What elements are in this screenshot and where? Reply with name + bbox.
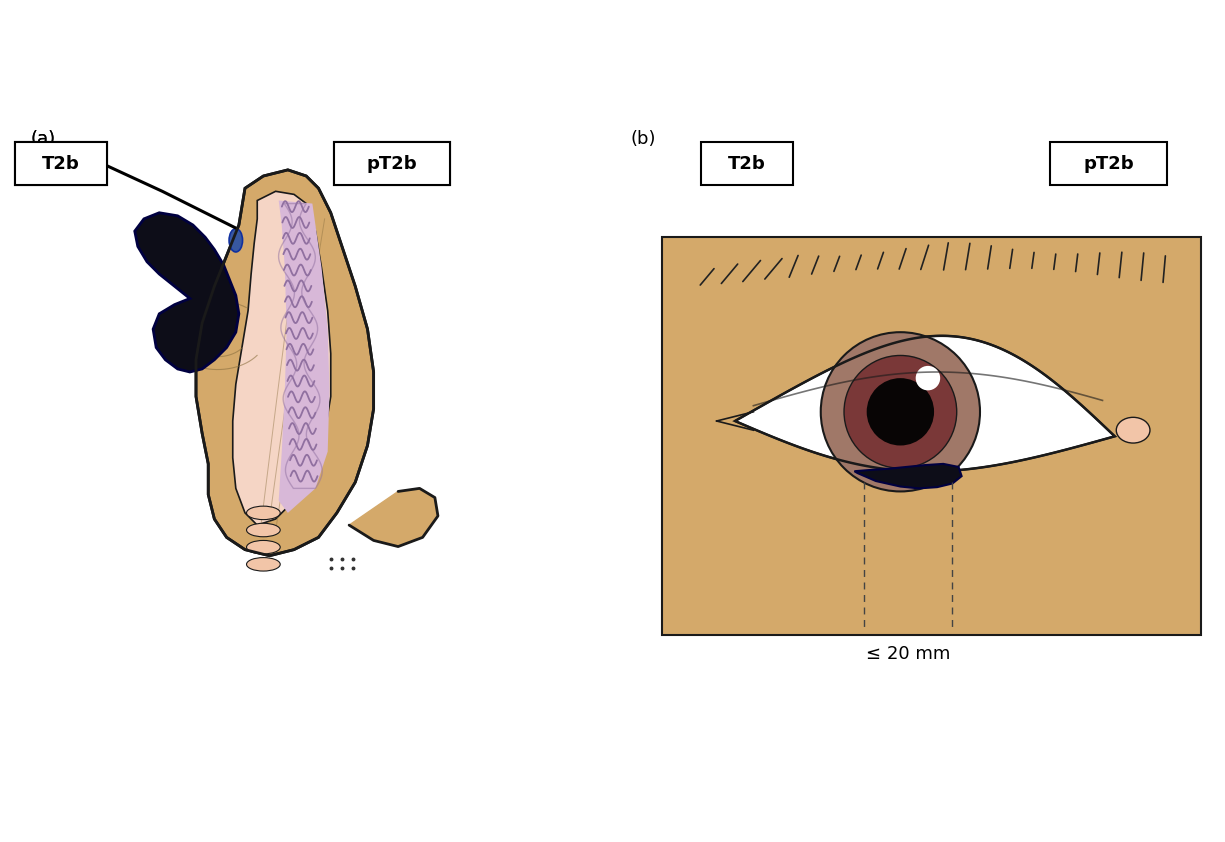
Polygon shape [735,421,1115,472]
Polygon shape [279,200,330,513]
Ellipse shape [246,523,281,536]
Ellipse shape [229,229,243,252]
Text: pT2b: pT2b [366,155,418,173]
Text: (a): (a) [31,130,56,148]
FancyBboxPatch shape [333,142,451,185]
Circle shape [844,355,957,468]
FancyBboxPatch shape [1051,142,1166,185]
Ellipse shape [246,506,281,520]
Text: T2b: T2b [729,155,766,173]
Ellipse shape [246,557,281,571]
Polygon shape [233,191,331,525]
Polygon shape [855,464,962,488]
FancyBboxPatch shape [662,237,1200,636]
Text: pT2b: pT2b [366,155,418,173]
Text: (b): (b) [631,130,657,148]
Text: ≤ 20 mm: ≤ 20 mm [866,645,951,663]
Polygon shape [135,213,239,372]
Polygon shape [735,336,1115,436]
Ellipse shape [1116,418,1150,443]
FancyBboxPatch shape [15,142,108,185]
FancyBboxPatch shape [333,142,451,185]
FancyBboxPatch shape [701,142,794,185]
Circle shape [821,333,980,492]
Polygon shape [196,170,374,556]
Text: pT2b: pT2b [1083,155,1134,173]
Text: T2b: T2b [43,155,80,173]
Circle shape [916,366,941,391]
Circle shape [867,378,935,445]
Polygon shape [735,336,1115,472]
Ellipse shape [246,541,281,554]
Polygon shape [349,488,439,546]
Text: (a): (a) [31,130,56,148]
Text: T2b: T2b [43,155,80,173]
FancyBboxPatch shape [15,142,108,185]
